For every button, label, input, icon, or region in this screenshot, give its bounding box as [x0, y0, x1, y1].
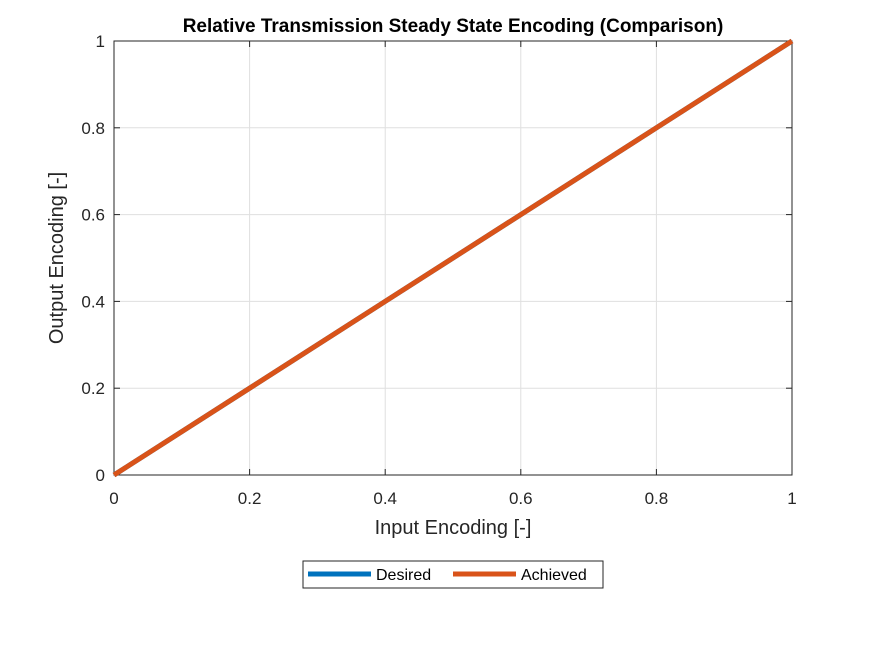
y-tick-label: 1: [96, 32, 105, 51]
grid-lines: [114, 41, 792, 475]
legend-label-desired: Desired: [376, 567, 431, 584]
y-tick-label: 0.6: [81, 206, 105, 225]
plot-frame: [113, 40, 793, 476]
chart-title: Relative Transmission Steady State Encod…: [183, 16, 724, 37]
x-tick-label: 0.4: [373, 489, 397, 508]
series-lines: [112, 38, 794, 478]
y-axis-label: Output Encoding [-]: [46, 172, 68, 344]
x-tick-label: 0.2: [238, 489, 262, 508]
x-tick-label: 1: [787, 489, 796, 508]
legend-label-achieved: Achieved: [521, 567, 587, 584]
legend: Desired Achieved: [302, 560, 604, 589]
y-tick-labels: 0 0.2 0.4 0.6 0.8 1: [81, 32, 105, 485]
y-tick-label: 0.4: [81, 292, 105, 311]
x-tick-label: 0.6: [509, 489, 533, 508]
y-tick-label: 0.8: [81, 119, 105, 138]
x-axis-label: Input Encoding [-]: [375, 517, 532, 539]
x-tick-label: 0: [109, 489, 118, 508]
y-tick-label: 0: [96, 466, 105, 485]
x-tick-label: 0.8: [645, 489, 669, 508]
y-tick-label: 0.2: [81, 379, 105, 398]
x-tick-labels: 0 0.2 0.4 0.6 0.8 1: [109, 489, 796, 508]
series-line-achieved: [112, 38, 794, 478]
